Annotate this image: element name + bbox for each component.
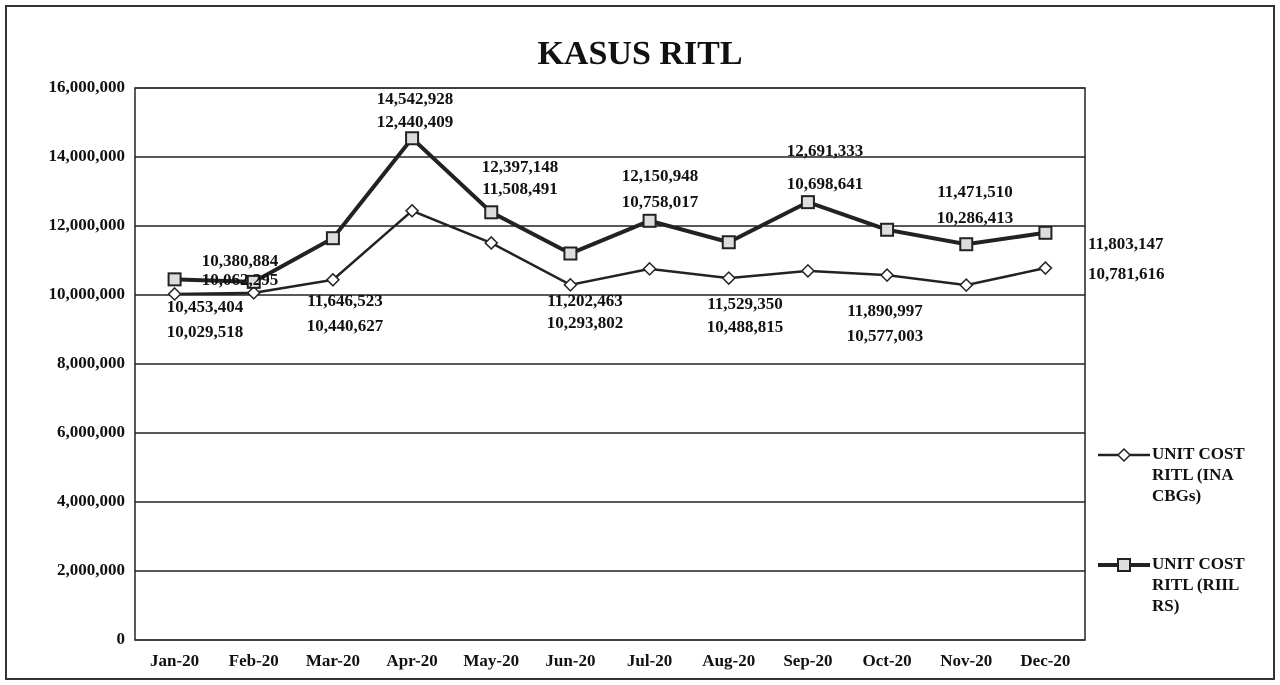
marker [246,285,261,300]
x-tick-label: Nov-20 [940,651,992,670]
y-tick-label: 16,000,000 [49,77,126,96]
data-label: 12,397,148 [482,157,559,176]
legend-label: UNIT COST RITL (INA CBGs) [1152,444,1245,505]
marker [325,272,340,287]
marker [800,263,815,278]
data-label: 11,646,523 [307,291,383,310]
marker [721,235,736,250]
data-label: 10,380,884 [202,251,279,270]
chart-title: KASUS RITL [537,35,742,72]
legend-entry: UNIT COST RITL (RIIL RS) [1152,554,1245,615]
marker [325,231,340,246]
x-tick-label: May-20 [463,651,519,670]
x-tick-label: Dec-20 [1020,651,1070,670]
legend-entry: UNIT COST RITL (INA CBGs) [1152,444,1245,505]
data-label: 11,471,510 [937,182,1013,201]
y-tick-label: 0 [117,629,126,648]
marker [642,261,657,276]
data-label: 12,440,409 [377,112,454,131]
marker [1038,260,1053,276]
y-tick-label: 2,000,000 [57,560,125,579]
y-tick-label: 12,000,000 [49,215,126,234]
marker [563,277,578,292]
data-label: 10,453,404 [167,297,244,316]
marker [959,237,974,252]
marker [167,272,182,287]
data-label: 11,202,463 [547,291,623,310]
x-tick-label: Jun-20 [545,651,595,670]
data-label: 10,781,616 [1088,264,1165,283]
series-line [174,209,1046,296]
marker [1117,558,1131,572]
data-label: 11,803,147 [1088,234,1164,253]
data-label: 11,529,350 [707,294,783,313]
marker [246,274,261,289]
marker [484,235,499,251]
y-tick-label: 10,000,000 [49,284,126,303]
marker [563,246,578,261]
data-label: 12,150,948 [622,166,699,185]
data-label: 10,698,641 [787,174,864,193]
marker [800,195,815,210]
marker [880,222,895,237]
data-label: 11,890,997 [847,301,923,320]
data-label: 11,508,491 [482,179,558,198]
x-tick-label: Sep-20 [783,651,832,670]
data-label: 10,062,295 [202,270,279,289]
marker [1038,225,1053,240]
x-tick-label: Aug-20 [702,651,755,670]
marker [959,278,974,293]
y-tick-label: 8,000,000 [57,353,125,372]
x-tick-label: Jan-20 [150,651,199,670]
marker [1116,447,1132,463]
marker [484,205,499,220]
legend-label: UNIT COST RITL (RIIL RS) [1152,554,1245,615]
marker [880,268,895,283]
data-label: 12,691,333 [787,141,864,160]
x-tick-label: Apr-20 [386,651,437,670]
series-line [174,135,1046,284]
data-label: 10,488,815 [707,317,784,336]
marker [642,213,657,228]
frame [5,5,1275,680]
marker [405,203,420,218]
data-label: 10,286,413 [937,208,1014,227]
y-tick-label: 14,000,000 [49,146,126,165]
marker [405,131,420,146]
y-tick-label: 4,000,000 [57,491,125,510]
data-label: 10,577,003 [847,326,924,345]
data-label: 14,542,928 [377,89,454,108]
x-tick-label: Jul-20 [627,651,672,670]
y-tick-label: 6,000,000 [57,422,125,441]
data-label: 10,440,627 [307,316,384,335]
x-tick-label: Oct-20 [863,651,912,670]
marker [167,286,182,302]
data-label: 10,029,518 [167,322,244,341]
x-tick-label: Mar-20 [306,651,360,670]
data-label: 10,293,802 [547,313,624,332]
marker [721,271,736,286]
x-tick-label: Feb-20 [229,651,279,670]
data-label: 10,758,017 [622,192,699,211]
